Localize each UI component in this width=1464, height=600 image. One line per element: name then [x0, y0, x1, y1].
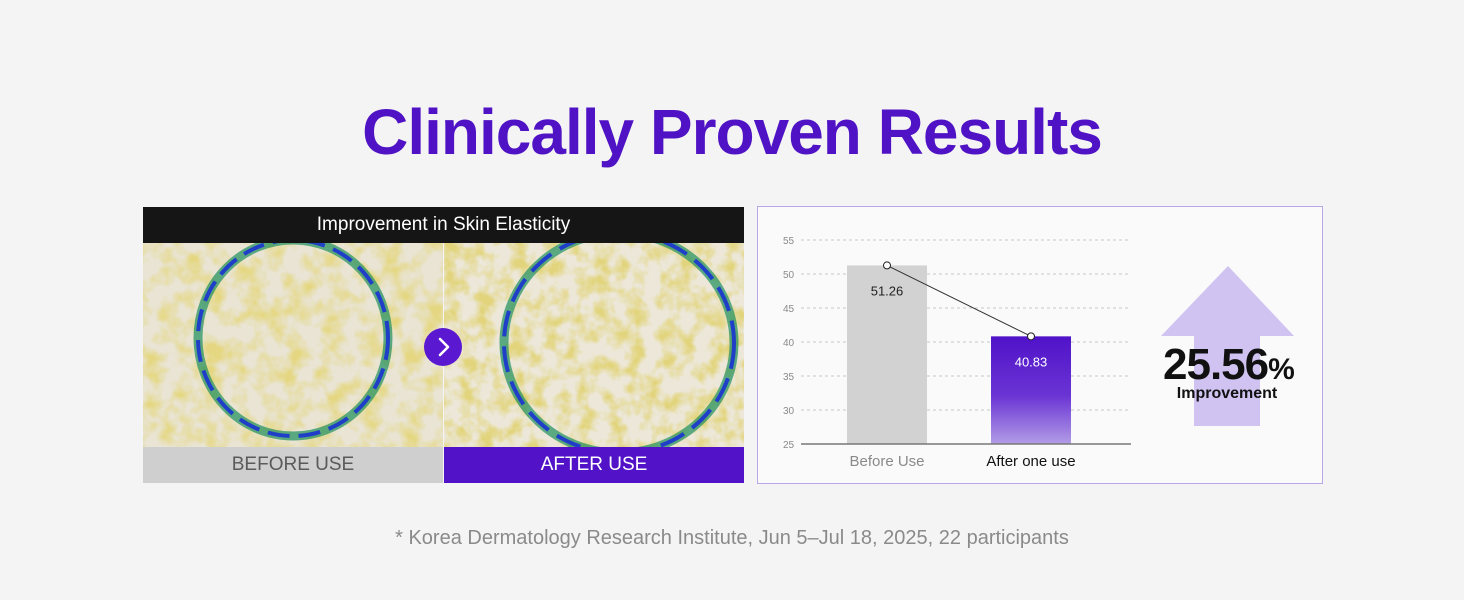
before-after-comparison: Improvement in Skin Elasticity BEFORE	[143, 207, 744, 483]
before-skin-image	[143, 243, 443, 447]
chevron-right-icon	[438, 337, 450, 357]
improvement-label: Improvement	[1176, 385, 1278, 402]
after-use-label: AFTER USE	[444, 447, 744, 483]
before-use-label: BEFORE USE	[143, 447, 443, 483]
next-arrow-button[interactable]	[424, 328, 462, 366]
improvement-number: 25.56	[1163, 340, 1269, 389]
page-title: Clinically Proven Results	[362, 96, 1103, 168]
comparison-header: Improvement in Skin Elasticity	[143, 207, 744, 243]
footnote: * Korea Dermatology Research Institute, …	[395, 527, 1069, 549]
improvement-unit: %	[1268, 353, 1295, 386]
improvement-value: 25.56%	[1163, 340, 1295, 390]
after-skin-image	[444, 243, 744, 447]
